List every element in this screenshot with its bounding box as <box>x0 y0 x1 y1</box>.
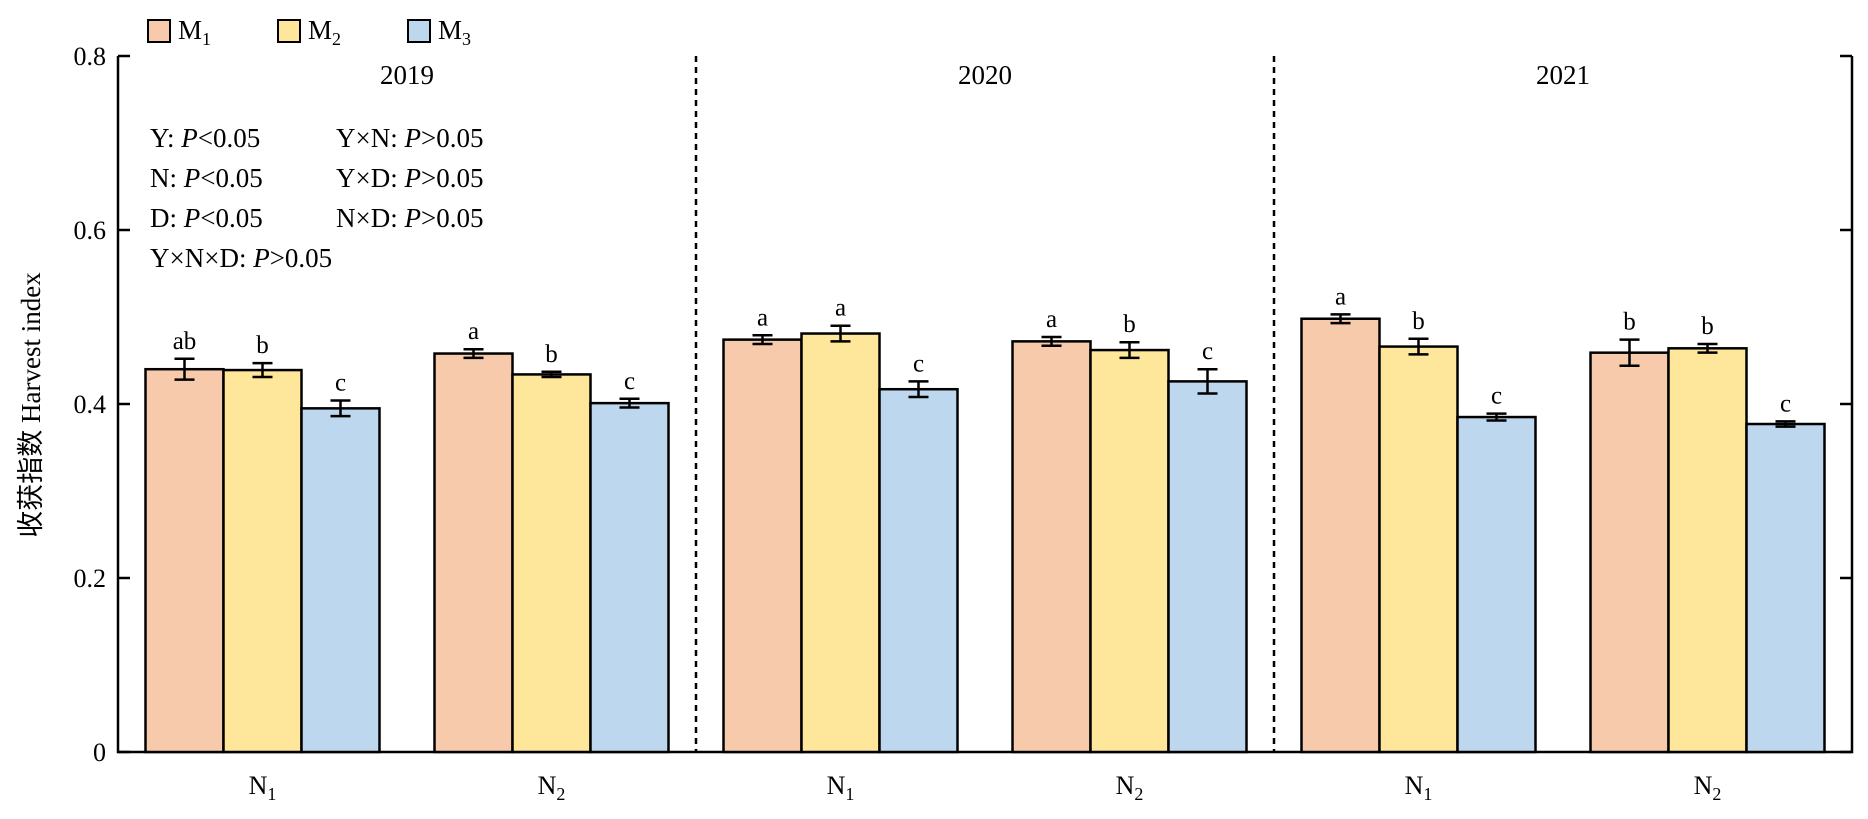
bar <box>800 332 881 754</box>
significance-letter: b <box>1123 311 1136 338</box>
bar <box>511 373 592 754</box>
significance-letter: c <box>1780 390 1791 417</box>
bar <box>222 368 303 754</box>
y-tick-label: 0 <box>93 738 106 767</box>
bar <box>589 401 670 754</box>
legend-swatch <box>277 19 301 43</box>
significance-letter: c <box>335 370 346 397</box>
stat-line: N×D: P>0.05 <box>336 203 483 233</box>
stat-line: Y×N: P>0.05 <box>336 123 483 153</box>
stat-line: N: P<0.05 <box>150 163 263 193</box>
legend-swatch <box>147 19 171 43</box>
bar <box>1300 317 1381 754</box>
bar <box>1378 345 1459 754</box>
significance-letter: ab <box>173 328 197 355</box>
significance-letter: c <box>624 368 635 395</box>
significance-letter: c <box>1202 338 1213 365</box>
bar <box>144 367 225 754</box>
x-tick-label: N2 <box>538 771 566 804</box>
stat-line: Y: P<0.05 <box>150 123 260 153</box>
x-tick-label: N1 <box>1405 771 1433 804</box>
axes: 0 0.2 0.4 0.6 0.8 2019 N1 N2 2020 N1 N2 2021 N1 N2 <box>74 42 1854 804</box>
stat-line: Y×D: P>0.05 <box>336 163 483 193</box>
y-axis-label: 收获指数 Harvest index <box>16 272 46 538</box>
significance-letter: a <box>835 295 846 322</box>
legend-label: M3 <box>438 15 471 49</box>
significance-letter: b <box>1701 313 1714 340</box>
bar <box>1456 415 1537 754</box>
significance-letter: a <box>1046 306 1057 333</box>
significance-letter: c <box>1491 383 1502 410</box>
x-tick-label: N1 <box>249 771 277 804</box>
significance-letter: a <box>757 304 768 331</box>
x-tick-label: N1 <box>827 771 855 804</box>
significance-letter: b <box>545 341 558 368</box>
bar <box>433 352 514 754</box>
y-tick-label: 0.2 <box>74 564 107 593</box>
year-label: 2019 <box>380 60 434 90</box>
y-tick-label: 0.6 <box>74 216 107 245</box>
bar <box>1011 340 1092 754</box>
legend: M1 M2 M3 <box>147 15 471 49</box>
year-label: 2020 <box>958 60 1012 90</box>
significance-letter: a <box>1335 283 1346 310</box>
significance-letter: b <box>1412 308 1425 335</box>
significance-letter: b <box>256 332 269 359</box>
bar <box>1745 422 1826 754</box>
y-tick-label: 0.4 <box>74 390 107 419</box>
x-tick-label: N2 <box>1694 771 1722 804</box>
year-label: 2021 <box>1536 60 1590 90</box>
bar <box>300 407 381 754</box>
y-tick-label: 0.8 <box>74 42 107 71</box>
statistics-annotation: Y: P<0.05 Y×N: P>0.05 N: P<0.05 Y×D: P>0.05… <box>150 123 483 273</box>
bar <box>1089 348 1170 754</box>
stat-line: D: P<0.05 <box>150 203 263 233</box>
bar <box>1667 347 1748 754</box>
significance-letter: b <box>1623 309 1636 336</box>
legend-label: M2 <box>308 15 341 49</box>
bar <box>722 338 803 754</box>
significance-letter: a <box>468 318 479 345</box>
legend-label: M1 <box>178 15 211 49</box>
bar <box>1589 351 1670 754</box>
bar <box>878 387 959 754</box>
stat-line: Y×N×D: P>0.05 <box>150 243 332 273</box>
significance-letter: c <box>913 350 924 377</box>
legend-swatch <box>407 19 431 43</box>
x-tick-label: N2 <box>1116 771 1144 804</box>
bar <box>1167 380 1248 754</box>
